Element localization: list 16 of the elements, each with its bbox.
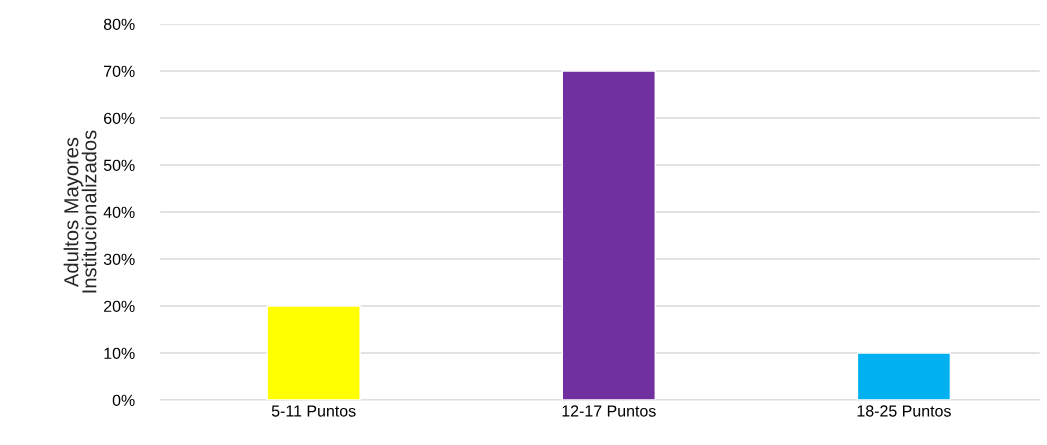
y-tick-label: 80% — [103, 18, 135, 30]
y-tick-label: 40% — [103, 206, 135, 218]
y-tick-label: 10% — [104, 347, 135, 359]
y-tick-label: 20% — [104, 300, 135, 312]
y-tick-label: 0% — [112, 394, 135, 406]
bar — [561, 70, 656, 401]
x-tick-label: 5-11 Puntos — [271, 405, 356, 417]
bar — [266, 305, 361, 401]
y-axis-title: Adultos Mayores Institucionalizados — [63, 130, 97, 293]
y-tick-label: 70% — [104, 65, 135, 77]
y-tick-label: 50% — [103, 159, 135, 171]
bar — [856, 352, 952, 401]
y-tick-label: 60% — [104, 112, 135, 124]
x-tick-label: 12-17 Puntos — [562, 405, 656, 417]
x-tick-label: 18-25 Puntos — [857, 405, 951, 417]
y-tick-label: 30% — [103, 253, 135, 265]
